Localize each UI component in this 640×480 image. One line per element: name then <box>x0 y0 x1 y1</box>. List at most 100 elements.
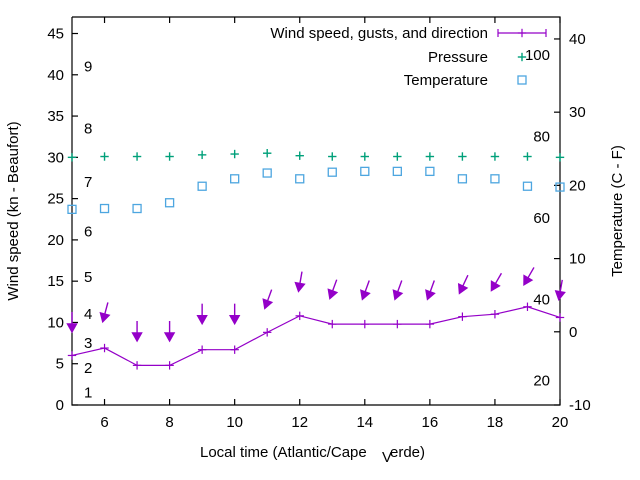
axis-tick-label: 20 <box>569 177 586 194</box>
wind-direction-arrow <box>327 279 339 300</box>
series-wind-direction-arrows <box>66 267 566 343</box>
axis-tick-label: 15 <box>47 273 64 290</box>
temperature-point <box>230 174 240 184</box>
wind-speed-point <box>425 319 435 329</box>
wind-direction-arrow <box>262 289 274 310</box>
legend-label: Wind speed, gusts, and direction <box>270 25 488 42</box>
wind-speed-point <box>523 302 532 311</box>
axis-tick-label: 6 <box>100 414 108 431</box>
pressure-point <box>360 152 369 161</box>
series-temperature <box>67 166 565 214</box>
temperature-point <box>197 181 207 191</box>
axis-tick-label: 20 <box>552 414 569 431</box>
x-axis-title-tail: erde) <box>390 444 425 461</box>
wind-direction-arrow <box>294 271 306 293</box>
series-wind-speed <box>67 302 565 370</box>
wind-direction-arrow <box>490 272 503 292</box>
x-axis-title-sub: V <box>382 449 392 466</box>
axis-tick-label: 100 <box>525 47 550 64</box>
wind-speed-point <box>328 319 337 329</box>
axis-tick-label: 10 <box>569 251 586 268</box>
temperature-point <box>295 174 305 184</box>
temperature-point <box>164 198 175 208</box>
pressure-point <box>328 152 337 161</box>
wind-speed-point <box>100 343 109 353</box>
axis-tick-label: 18 <box>487 414 504 431</box>
axis-tick-label: 2 <box>84 360 92 377</box>
axis-tick-label: 8 <box>84 120 92 137</box>
pressure-point <box>132 152 142 161</box>
wind-speed-point <box>393 319 402 329</box>
temperature-point <box>132 203 142 214</box>
chart-legend: Wind speed, gusts, and direction Pressure… <box>270 25 547 89</box>
pressure-point <box>555 153 565 162</box>
wind-speed-point <box>263 328 272 337</box>
wind-speed-point <box>555 313 565 322</box>
wind-direction-arrow <box>554 279 566 302</box>
axis-tick-label: 14 <box>356 414 373 431</box>
axis-tick-label: 20 <box>533 373 550 390</box>
legend-symbol <box>517 52 527 62</box>
axis-tick-label: 35 <box>47 108 64 125</box>
wind-speed-point <box>132 361 142 370</box>
temperature-point <box>490 174 500 184</box>
series-pressure <box>67 149 565 162</box>
wind-speed-point <box>230 345 239 354</box>
legend-label: Pressure <box>428 49 488 66</box>
wind-speed-point <box>67 351 77 360</box>
wind-direction-arrow <box>457 274 469 295</box>
pressure-point <box>230 149 239 159</box>
axis-tick-label: 25 <box>47 191 64 208</box>
axis-tick-label: 60 <box>533 210 550 227</box>
axis-tick-label: -10 <box>569 397 591 414</box>
right-axis-ticks: -10 0 10 20 30 40 <box>554 31 591 414</box>
axis-tick-label: 40 <box>533 291 550 308</box>
temperature-point <box>522 181 533 191</box>
temperature-point <box>327 167 337 177</box>
axis-tick-label: 6 <box>84 224 92 241</box>
axis-tick-label: 7 <box>84 174 92 191</box>
wind-direction-arrow <box>228 303 241 326</box>
axis-tick-label: 10 <box>226 414 243 431</box>
axis-tick-label: 9 <box>84 59 92 76</box>
pressure-point <box>490 152 500 161</box>
y-axis-title: Wind speed (kn - Beaufort) <box>5 121 22 300</box>
x-axis-title-main: Local time (Atlantic/Cape <box>200 444 367 461</box>
axis-tick-label: 12 <box>291 414 308 431</box>
axis-tick-label: 3 <box>84 335 92 352</box>
wind-direction-arrow <box>99 302 111 324</box>
axis-tick-label: 40 <box>569 31 586 48</box>
pressure-point <box>393 152 402 161</box>
wind-speed-point <box>360 319 369 329</box>
wind-speed-point <box>197 345 207 354</box>
wind-speed-point <box>458 312 467 321</box>
axis-tick-label: 5 <box>56 356 64 373</box>
wind-direction-arrow <box>392 280 404 301</box>
wind-speed-point <box>295 311 304 321</box>
legend-label: Temperature <box>404 72 488 89</box>
legend-symbol <box>517 75 527 85</box>
pressure-point <box>295 151 304 160</box>
wind-direction-arrow <box>360 280 371 301</box>
wind-speed-line <box>71 306 561 366</box>
wind-direction-arrow <box>131 321 143 343</box>
wind-speed-point <box>490 309 500 319</box>
wind-direction-arrow <box>163 321 176 343</box>
axis-tick-label: 0 <box>56 397 64 414</box>
axis-tick-label: 30 <box>569 104 586 121</box>
x-axis-ticks: 6 8 10 12 14 16 18 20 <box>100 17 568 431</box>
axis-tick-label: 30 <box>47 149 64 166</box>
temperature-point <box>425 166 435 177</box>
axis-tick-label: 10 <box>47 314 64 331</box>
y2-axis-title: Temperature (C - F) <box>609 145 626 277</box>
pressure-point <box>67 153 77 162</box>
pressure-point <box>523 152 532 161</box>
axis-tick-label: 1 <box>84 385 92 402</box>
wind-direction-arrow <box>523 267 535 286</box>
pressure-point <box>263 149 272 158</box>
temperature-point <box>99 203 110 214</box>
wind-direction-arrow <box>66 311 78 334</box>
temperature-point <box>262 168 272 178</box>
